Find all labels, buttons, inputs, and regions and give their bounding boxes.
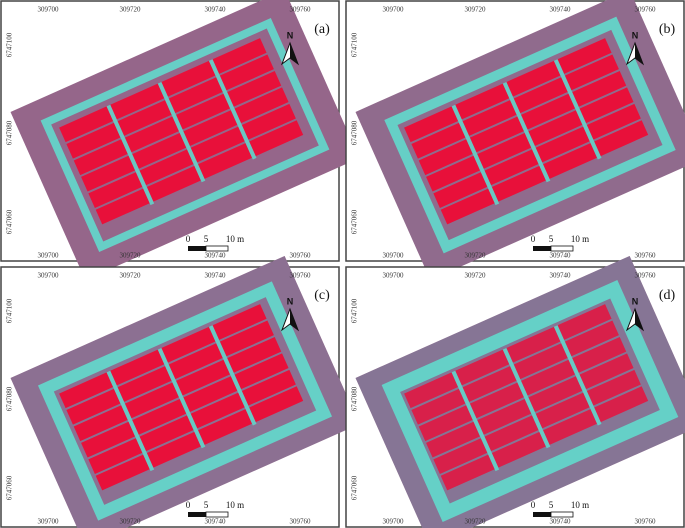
x-coord-label: 309760: [290, 518, 312, 526]
scale-label: 0: [186, 234, 191, 244]
scale-bar: [533, 246, 551, 251]
x-coord-label: 309740: [205, 272, 227, 280]
x-coord-label: 309760: [290, 252, 312, 260]
north-label: N: [632, 30, 639, 40]
scale-bar: [533, 512, 551, 517]
x-coord-label: 309720: [120, 6, 142, 14]
x-coord-label: 309720: [465, 518, 487, 526]
scale-bar: [551, 512, 573, 517]
panel-label: (a): [314, 22, 330, 37]
scale-bar: [188, 246, 206, 251]
scale-bar: [551, 246, 573, 251]
scale-label: 5: [549, 500, 554, 510]
map-panel: 309700 309720 309740 309760 309700 309720 3097…: [346, 256, 685, 528]
x-coord-label: 309700: [38, 518, 60, 526]
y-coord-label: 6747100: [6, 298, 14, 323]
y-coord-label: 6747080: [6, 120, 14, 145]
y-coord-label: 6747060: [351, 475, 359, 500]
scale-label: 5: [204, 234, 209, 244]
x-coord-label: 309720: [465, 252, 487, 260]
figure: 309700 309720 309740 309760 309700 309720 3097…: [0, 0, 685, 528]
panel-label: (b): [659, 22, 676, 37]
x-coord-label: 309740: [550, 6, 572, 14]
scale-label: 10 m: [226, 500, 244, 510]
x-coord-label: 309760: [635, 6, 657, 14]
scale-label: 10 m: [226, 234, 244, 244]
y-coord-label: 6747100: [6, 32, 14, 57]
y-coord-label: 6747080: [6, 386, 14, 411]
scale-label: 0: [531, 500, 536, 510]
scale-label: 0: [186, 500, 191, 510]
x-coord-label: 309700: [383, 518, 405, 526]
y-coord-label: 6747080: [351, 120, 359, 145]
y-coord-label: 6747100: [351, 298, 359, 323]
map-panel: 309700 309720 309740 309760 309700 309720 3097…: [346, 0, 685, 280]
x-coord-label: 309720: [120, 272, 142, 280]
x-coord-label: 309700: [38, 272, 60, 280]
panel-label: (c): [314, 288, 330, 303]
x-coord-label: 309720: [120, 252, 142, 260]
x-coord-label: 309740: [205, 518, 227, 526]
scale-label: 10 m: [571, 234, 589, 244]
x-coord-label: 309720: [465, 6, 487, 14]
x-coord-label: 309720: [120, 518, 142, 526]
x-coord-label: 309760: [290, 6, 312, 14]
map-panel: 309700 309720 309740 309760 309700 309720 3097…: [1, 0, 359, 280]
scale-bar: [206, 512, 228, 517]
y-coord-label: 6747060: [6, 475, 14, 500]
x-coord-label: 309700: [383, 252, 405, 260]
x-coord-label: 309740: [550, 252, 572, 260]
x-coord-label: 309700: [383, 272, 405, 280]
scale-label: 10 m: [571, 500, 589, 510]
x-coord-label: 309760: [635, 518, 657, 526]
x-coord-label: 309740: [205, 252, 227, 260]
scale-label: 5: [549, 234, 554, 244]
scale-label: 5: [204, 500, 209, 510]
x-coord-label: 309740: [550, 272, 572, 280]
y-coord-label: 6747060: [6, 209, 14, 234]
north-label: N: [632, 296, 639, 306]
scale-bar: [206, 246, 228, 251]
y-coord-label: 6747080: [351, 386, 359, 411]
y-coord-label: 6747100: [351, 32, 359, 57]
map-panel: 309700 309720 309740 309760 309700 309720 3097…: [1, 256, 359, 528]
north-label: N: [287, 296, 294, 306]
x-coord-label: 309760: [290, 272, 312, 280]
x-coord-label: 309760: [635, 272, 657, 280]
north-label: N: [287, 30, 294, 40]
x-coord-label: 309700: [38, 6, 60, 14]
scale-label: 0: [531, 234, 536, 244]
x-coord-label: 309760: [635, 252, 657, 260]
scale-bar: [188, 512, 206, 517]
x-coord-label: 309720: [465, 272, 487, 280]
y-coord-label: 6747060: [351, 209, 359, 234]
x-coord-label: 309740: [205, 6, 227, 14]
x-coord-label: 309740: [550, 518, 572, 526]
panel-label: (d): [659, 288, 676, 303]
x-coord-label: 309700: [383, 6, 405, 14]
x-coord-label: 309700: [38, 252, 60, 260]
